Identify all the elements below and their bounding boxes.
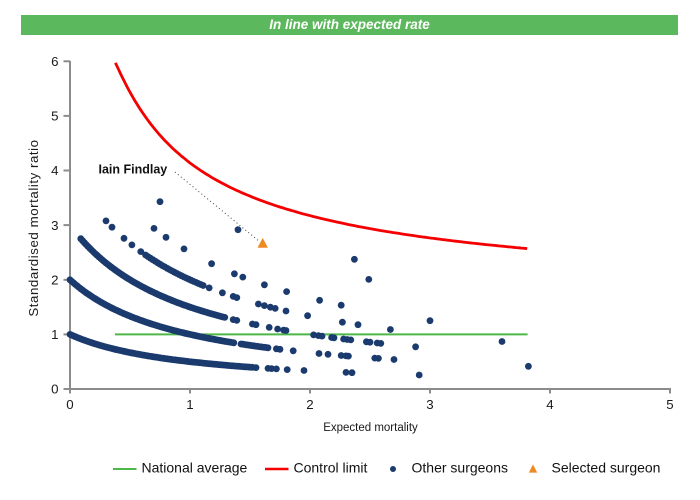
svg-text:3: 3 bbox=[51, 218, 58, 233]
svg-text:Expected mortality: Expected mortality bbox=[323, 422, 418, 434]
svg-text:4: 4 bbox=[546, 397, 553, 412]
svg-text:2: 2 bbox=[51, 273, 58, 288]
svg-text:Control limit: Control limit bbox=[294, 460, 368, 476]
svg-text:1: 1 bbox=[186, 397, 193, 412]
svg-text:5: 5 bbox=[51, 109, 58, 124]
svg-text:0: 0 bbox=[51, 382, 58, 397]
svg-text:6: 6 bbox=[51, 54, 58, 69]
svg-text:4: 4 bbox=[51, 163, 58, 178]
svg-text:Standardised mortality ratio: Standardised mortality ratio bbox=[26, 139, 41, 316]
svg-text:Iain Findlay: Iain Findlay bbox=[99, 163, 168, 177]
svg-text:Selected surgeon: Selected surgeon bbox=[552, 460, 661, 476]
svg-text:5: 5 bbox=[666, 397, 673, 412]
svg-text:Other surgeons: Other surgeons bbox=[412, 460, 509, 476]
svg-text:0: 0 bbox=[66, 397, 73, 412]
svg-text:National average: National average bbox=[142, 460, 248, 476]
svg-text:1: 1 bbox=[51, 327, 58, 342]
svg-text:2: 2 bbox=[306, 397, 313, 412]
svg-text:3: 3 bbox=[426, 397, 433, 412]
